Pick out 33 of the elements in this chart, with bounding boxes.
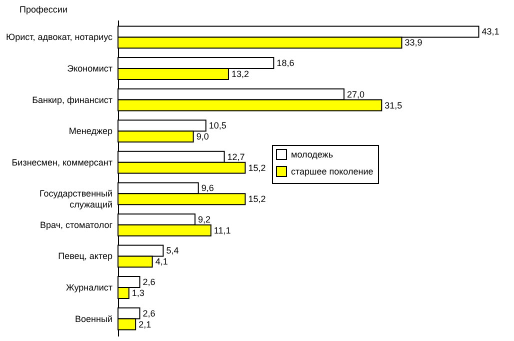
data-label: 12,7 xyxy=(227,152,245,162)
y-tick-label: Банкир, финансист xyxy=(32,94,112,105)
data-label: 11,1 xyxy=(214,225,231,236)
legend-label: старшее поколение xyxy=(291,166,374,176)
data-label: 15,2 xyxy=(248,162,266,173)
data-label: 43,1 xyxy=(482,26,500,37)
data-label: 18,6 xyxy=(276,58,294,68)
data-label: 2,6 xyxy=(142,308,156,318)
data-label: 2,1 xyxy=(138,319,152,330)
y-tick-label: Военный xyxy=(75,314,112,324)
data-label: 31,5 xyxy=(384,100,402,110)
data-label: 9,2 xyxy=(198,214,211,224)
y-tick-label: Певец, актер xyxy=(58,251,112,262)
y-tick-label: Юрист, адвокат, нотариус xyxy=(6,32,113,42)
data-label: 27,0 xyxy=(346,89,365,100)
data-label: 5,4 xyxy=(166,246,179,256)
data-label: 9,0 xyxy=(196,132,209,142)
y-tick-label: Государственный служащий xyxy=(40,188,112,210)
data-label: 9,6 xyxy=(201,183,214,194)
data-label: 15,2 xyxy=(248,194,266,204)
y-tick-label: Менеджер xyxy=(68,126,112,136)
y-tick-label: Бизнесмен, коммерсант xyxy=(12,157,112,168)
y-tick-label: Экономист xyxy=(67,63,112,74)
data-label: 4,1 xyxy=(155,256,168,267)
data-label: 10,5 xyxy=(208,120,226,131)
data-label: 13,2 xyxy=(231,68,250,79)
legend-label: молодежь xyxy=(291,150,334,160)
y-axis-title: Профессии xyxy=(20,4,68,14)
data-label: 2,6 xyxy=(142,277,156,288)
data-label: 33,9 xyxy=(404,38,422,48)
y-tick-label: Журналист xyxy=(66,282,112,293)
y-tick-label: Врач, стоматолог xyxy=(40,220,114,230)
data-label: 1,3 xyxy=(132,288,144,298)
